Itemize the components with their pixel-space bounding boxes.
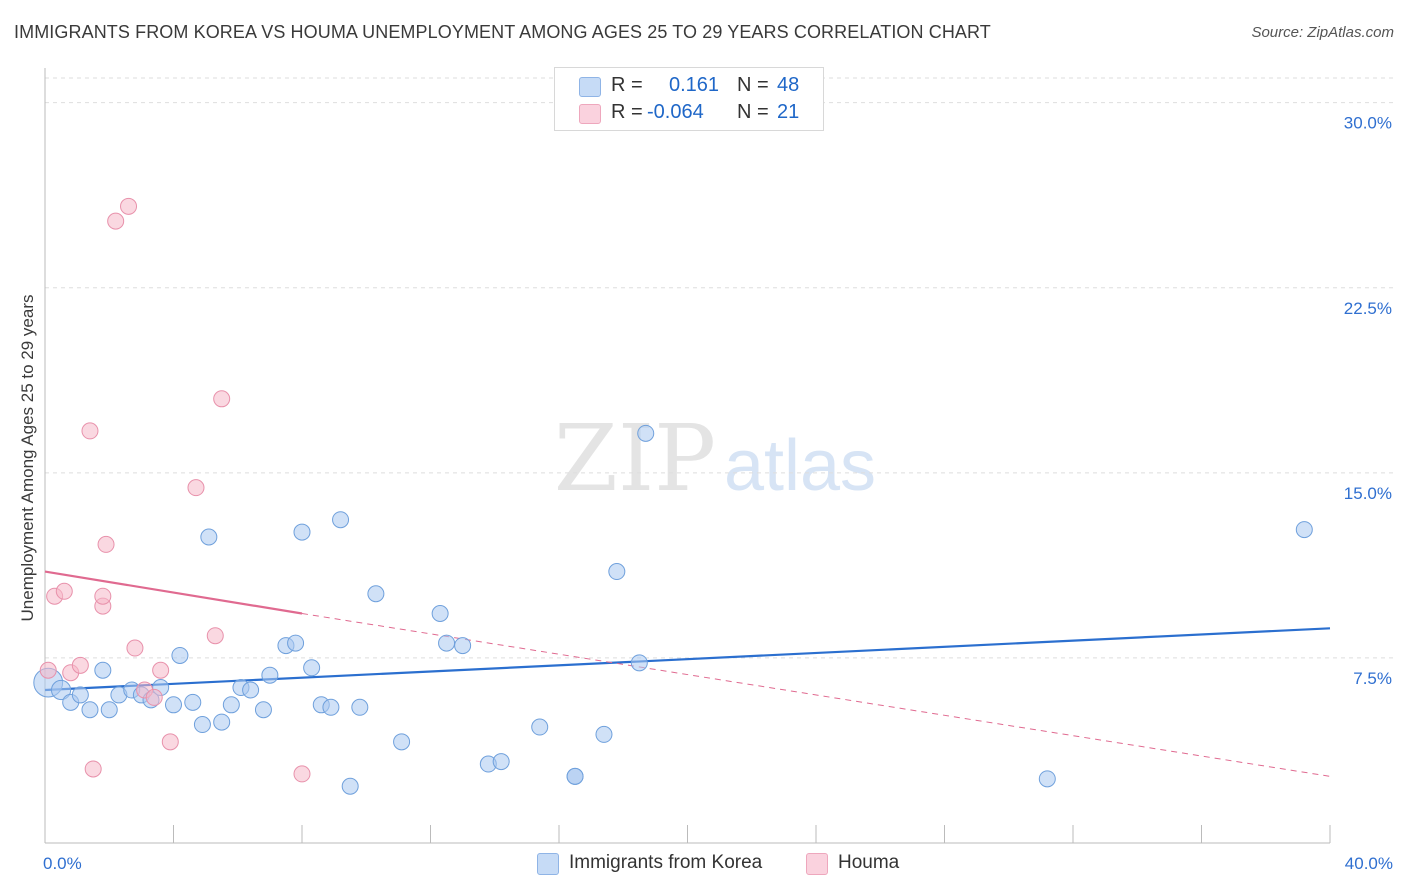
korea-point <box>454 637 472 655</box>
houma-point <box>187 479 205 497</box>
houma-point <box>213 390 231 408</box>
legend-n-label: N = <box>737 74 769 96</box>
source-label: Source: ZipAtlas.com <box>1251 24 1394 41</box>
bottom-legend-swatch-korea <box>537 853 559 875</box>
y-tick-label: 7.5% <box>1353 669 1392 688</box>
korea-point <box>1038 770 1056 788</box>
korea-point <box>213 713 231 731</box>
y-tick-label: 15.0% <box>1344 484 1392 503</box>
houma-trend-extension <box>301 613 1331 777</box>
houma-trend-line <box>44 570 303 615</box>
houma-point <box>97 535 115 553</box>
watermark-atlas: atlas <box>724 426 876 506</box>
houma-point <box>206 627 224 645</box>
legend-r-value: -0.064 <box>647 101 704 123</box>
houma-point <box>94 587 112 605</box>
korea-point <box>531 718 549 736</box>
legend-n-label: N = <box>737 101 769 123</box>
korea-point <box>492 753 510 771</box>
korea-point <box>254 701 272 719</box>
houma-point <box>120 197 138 215</box>
korea-point <box>332 511 350 529</box>
korea-point <box>165 696 182 714</box>
houma-point <box>161 733 179 751</box>
bottom-legend-label-houma: Houma <box>838 852 900 873</box>
houma-point <box>107 212 125 230</box>
houma-point <box>145 688 163 706</box>
korea-point <box>94 661 112 679</box>
houma-point <box>71 656 89 674</box>
korea-point <box>81 701 99 719</box>
legend-n-value: 48 <box>777 74 800 96</box>
korea-point <box>303 659 321 677</box>
korea-point <box>322 698 340 716</box>
stats-legend: R = 0.161 N = 48 R = -0.064 N = 21 <box>554 67 824 131</box>
korea-point <box>608 563 626 581</box>
korea-point <box>71 686 89 704</box>
legend-swatch-korea <box>579 77 601 97</box>
houma-point <box>84 760 102 778</box>
houma-point <box>81 422 99 440</box>
korea-point <box>393 733 411 751</box>
korea-point <box>171 646 189 664</box>
korea-point <box>431 605 449 622</box>
legend-n-value: 21 <box>777 101 800 123</box>
korea-point <box>351 698 369 716</box>
korea-trend-line <box>44 627 1331 692</box>
legend-r-value: 0.161 <box>669 74 720 96</box>
houma-point <box>152 661 170 679</box>
legend-swatch-houma <box>579 104 601 124</box>
x-tick-label: 0.0% <box>43 854 82 873</box>
legend-r-label: R = <box>611 74 643 96</box>
houma-point <box>126 639 144 657</box>
korea-point <box>438 634 456 652</box>
korea-point <box>200 528 218 546</box>
korea-point <box>566 767 584 785</box>
korea-point <box>193 716 211 734</box>
bottom-legend-swatch-houma <box>806 853 828 875</box>
korea-point <box>1295 521 1313 539</box>
korea-point <box>341 777 359 795</box>
houma-point <box>293 765 311 783</box>
korea-point <box>222 696 240 714</box>
korea-point <box>184 693 202 711</box>
x-tick-label: 40.0% <box>1345 854 1393 873</box>
watermark-zip: ZIP <box>554 405 716 512</box>
korea-point <box>261 666 279 684</box>
korea-point <box>293 523 311 541</box>
korea-point <box>287 634 305 652</box>
y-tick-label: 30.0% <box>1344 114 1392 133</box>
houma-point <box>55 582 73 600</box>
chart-title: IMMIGRANTS FROM KOREA VS HOUMA UNEMPLOYM… <box>14 22 991 42</box>
korea-point <box>100 701 118 719</box>
korea-point <box>50 679 72 701</box>
legend-r-label: R = <box>611 101 643 123</box>
korea-point <box>595 725 613 743</box>
korea-point <box>630 654 648 672</box>
bottom-legend-label-korea: Immigrants from Korea <box>569 852 763 873</box>
korea-point <box>637 424 655 442</box>
y-tick-label: 22.5% <box>1344 299 1392 318</box>
korea-point <box>242 681 260 699</box>
houma-point <box>39 661 57 679</box>
korea-point <box>367 585 385 603</box>
